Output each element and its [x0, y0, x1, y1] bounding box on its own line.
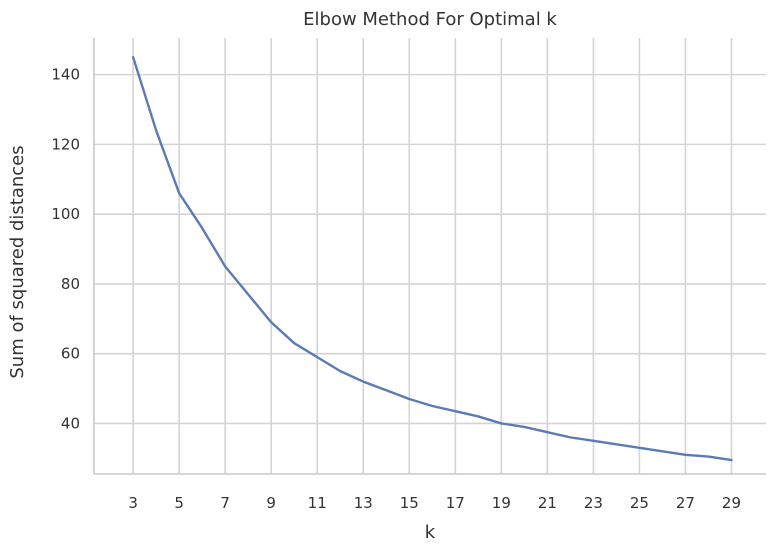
y-tick-label: 80 — [61, 275, 80, 293]
x-tick-label: 17 — [446, 494, 465, 512]
x-tick-label: 9 — [266, 494, 276, 512]
x-axis-label: k — [425, 522, 436, 543]
x-tick-label: 11 — [308, 494, 327, 512]
x-tick-label: 23 — [584, 494, 603, 512]
x-tick-label: 3 — [128, 494, 138, 512]
series-layer — [131, 55, 733, 462]
y-tick-label: 120 — [51, 135, 80, 153]
y-tick-label: 40 — [61, 414, 80, 432]
x-tick-label: 21 — [538, 494, 557, 512]
y-axis-label: Sum of squared distances — [7, 145, 28, 378]
y-tick-labels: 40 60 80 100 120 140 — [51, 66, 80, 433]
y-tick-label: 60 — [61, 345, 80, 363]
y-gridlines — [94, 73, 766, 425]
y-tick-label: 100 — [51, 205, 80, 223]
x-tick-labels: 3 5 7 9 11 13 15 17 19 21 23 25 27 29 — [128, 494, 741, 512]
chart-title: Elbow Method For Optimal k — [303, 9, 557, 30]
x-tick-label: 27 — [676, 494, 695, 512]
x-tick-label: 25 — [630, 494, 649, 512]
x-tick-label: 13 — [354, 494, 373, 512]
x-gridlines — [132, 38, 733, 474]
x-tick-label: 29 — [722, 494, 741, 512]
series-line — [131, 55, 733, 462]
x-tick-label: 19 — [492, 494, 511, 512]
y-tick-label: 140 — [51, 66, 80, 84]
x-tick-label: 5 — [174, 494, 184, 512]
x-tick-label: 7 — [220, 494, 230, 512]
x-tick-label: 15 — [400, 494, 419, 512]
